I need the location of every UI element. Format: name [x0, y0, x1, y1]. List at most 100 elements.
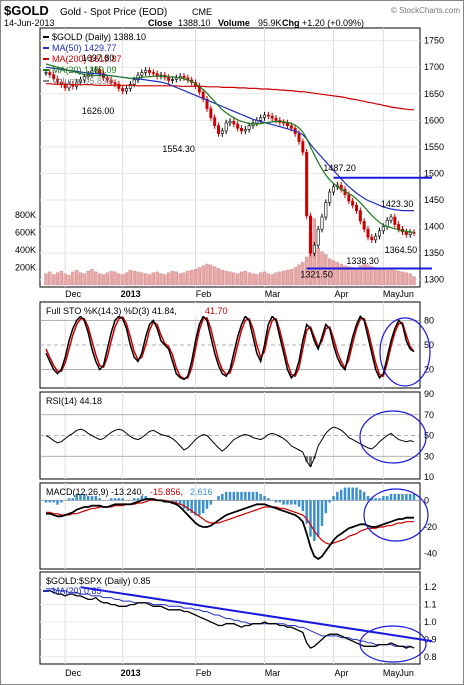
price-candle-body: [55, 78, 59, 83]
price-candle-body: [358, 210, 362, 222]
price-candle-body: [285, 122, 289, 126]
ratio-y-tick-label: 0.8: [424, 652, 437, 662]
volume-bar: [48, 271, 52, 286]
volume-bar: [132, 270, 136, 286]
ratio-y-tick-label: 1.0: [424, 617, 437, 627]
price-candle-body: [132, 79, 136, 85]
price-annotation: 1487.20: [323, 163, 356, 173]
volume-bar: [397, 270, 401, 286]
macd-y-tick-label: 0: [424, 495, 429, 505]
volume-bar: [52, 274, 56, 286]
volume-bar: [124, 272, 129, 286]
price-y-tick-label: 1400: [424, 222, 444, 232]
volume-bar: [255, 274, 259, 286]
price-candle-body: [105, 77, 109, 81]
stoch-k-line: [45, 314, 415, 381]
stoch-legend-bg: [43, 305, 273, 316]
price-candle-body: [259, 117, 263, 121]
price-candle-body: [125, 88, 129, 92]
volume-bar: [82, 273, 86, 286]
price-candle-body: [128, 83, 132, 89]
header-volume-label: Volume: [218, 18, 250, 28]
price-candle-body: [148, 70, 152, 73]
price-candle-body: [117, 83, 121, 89]
rsi-y-tick-label: 90: [424, 389, 434, 399]
price-x-tick-label: Mar: [265, 289, 281, 299]
price-candle-body: [167, 76, 171, 81]
price-candle-body: [79, 79, 83, 83]
volume-bar: [400, 271, 405, 286]
ratio-line: [46, 590, 415, 649]
volume-bar: [205, 263, 209, 286]
exchange-label: CME: [192, 7, 212, 17]
price-annotation: 1423.30: [381, 199, 414, 209]
price-annotation: 1626.00: [82, 106, 115, 116]
ratio-y-tick-label: 0.9: [424, 634, 437, 644]
macd-y-tick-label: -20: [424, 522, 437, 532]
volume-bar: [289, 269, 293, 286]
volume-bar: [193, 269, 198, 286]
macd-legend-hist: 2.616: [190, 487, 213, 497]
volume-bar: [343, 265, 347, 286]
bottom-x-tick-label: May: [383, 668, 401, 678]
volume-bar: [59, 270, 63, 286]
volume-bar: [385, 269, 389, 286]
price-candle-body: [266, 114, 270, 117]
price-candle-body: [347, 194, 351, 202]
price-candle-body: [381, 226, 385, 232]
price-candle-body: [182, 75, 186, 79]
volume-bar: [408, 273, 412, 286]
volume-bar: [117, 273, 121, 286]
price-candle-body: [389, 216, 393, 221]
ratio-ma-legend: MA(20) 0.85: [52, 586, 102, 596]
volume-bar: [335, 262, 339, 286]
price-candle-body: [324, 202, 328, 218]
volume-tick-label: 400K: [15, 245, 36, 255]
ratio-y-tick-label: 1.2: [424, 582, 437, 592]
price-x-tick-label: Apr: [334, 289, 348, 299]
volume-bar: [209, 264, 213, 286]
price-annotation: 1321.50: [300, 270, 333, 280]
stockcharts-watermark: © StockCharts.com: [391, 6, 460, 15]
price-candle-body: [377, 230, 381, 237]
price-candle-body: [366, 228, 370, 238]
volume-bar: [262, 271, 267, 286]
volume-bar: [105, 272, 109, 286]
volume-bar: [136, 271, 140, 286]
volume-bar: [186, 270, 190, 286]
price-candle-body: [217, 125, 221, 134]
bottom-x-tick-label: 2013: [121, 668, 141, 678]
volume-bar: [128, 269, 132, 286]
price-candle-body: [44, 72, 48, 74]
rsi-y-tick-label: 10: [424, 472, 434, 482]
macd-line: [46, 498, 414, 561]
price-candle-body: [297, 133, 301, 142]
volume-tick-label: 200K: [15, 263, 36, 273]
price-candle-body: [236, 123, 240, 129]
volume-bar: [228, 271, 232, 286]
volume-bar: [404, 272, 408, 286]
volume-bar: [163, 274, 167, 286]
volume-bar: [182, 272, 186, 286]
price-candle-body: [312, 244, 316, 254]
volume-bar: [259, 272, 263, 286]
volume-bar: [370, 266, 374, 286]
volume-bar: [174, 271, 178, 286]
volume-bar: [347, 266, 351, 286]
volume-bar: [155, 271, 159, 286]
bottom-x-tick-label: Dec: [65, 668, 82, 678]
price-candle-body: [328, 191, 332, 203]
volume-bar: [121, 274, 125, 286]
price-candle-body: [82, 76, 86, 81]
volume-bar: [147, 274, 152, 286]
price-annotation: 1554.30: [162, 144, 195, 154]
macd-legend-signal: -15.856,: [150, 487, 183, 497]
volume-bar: [339, 263, 343, 286]
volume-bar: [358, 265, 362, 286]
volume-bar: [251, 273, 255, 286]
price-candle-body: [274, 117, 278, 121]
volume-bar: [78, 272, 83, 286]
rsi-line: [45, 426, 415, 468]
price-annotation: 1338.30: [346, 256, 379, 266]
volume-bar: [297, 264, 301, 286]
